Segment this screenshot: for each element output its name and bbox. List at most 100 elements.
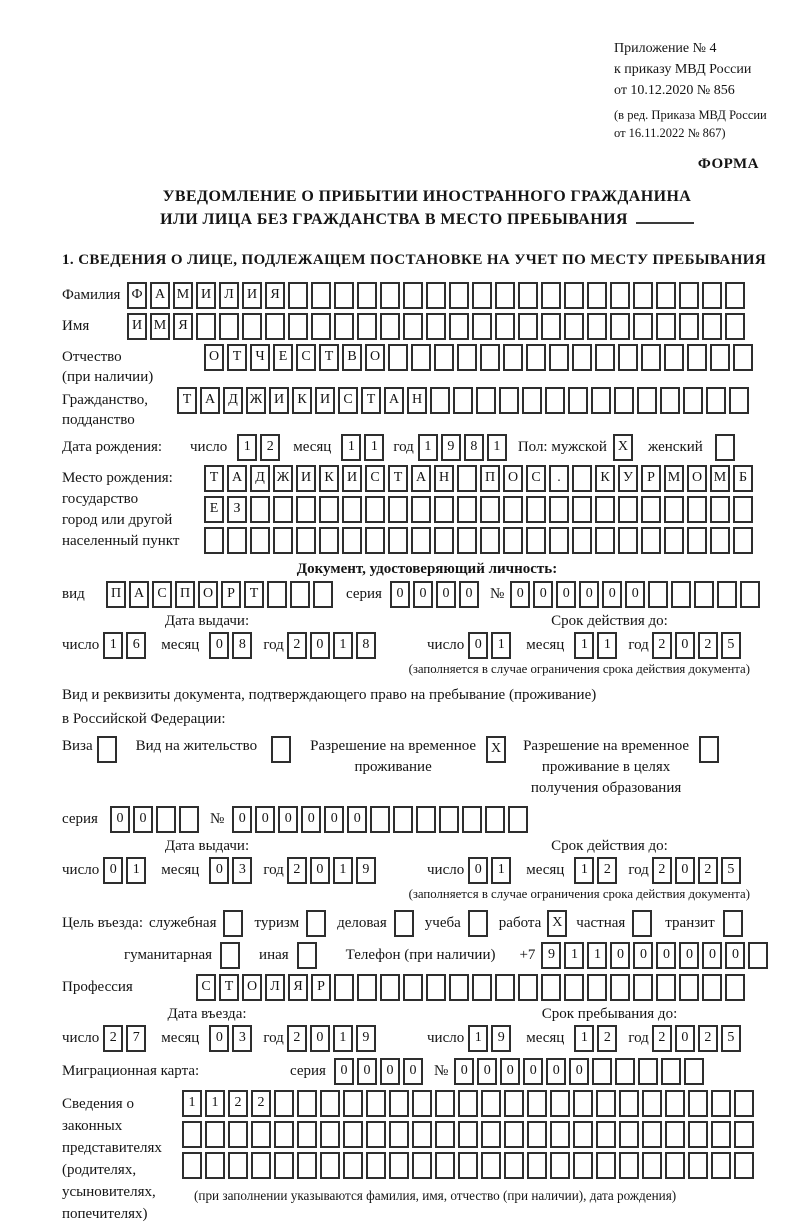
char-cell[interactable]: 0 <box>602 580 623 608</box>
char-cell[interactable] <box>734 1089 754 1117</box>
char-cell[interactable]: 1 <box>486 433 507 461</box>
char-cell[interactable]: 2 <box>651 1024 672 1052</box>
char-cell[interactable] <box>306 909 327 937</box>
char-cell[interactable]: 0 <box>402 1057 423 1085</box>
char-cell[interactable]: Р <box>221 580 241 608</box>
char-cell[interactable]: 0 <box>209 856 230 884</box>
char-cell[interactable]: 0 <box>209 631 230 659</box>
char-cell[interactable] <box>228 1120 248 1148</box>
char-cell[interactable]: 2 <box>697 631 718 659</box>
char-cell[interactable] <box>290 580 310 608</box>
char-cell[interactable] <box>702 281 722 309</box>
char-cell[interactable] <box>572 464 592 492</box>
char-cell[interactable]: А <box>411 464 431 492</box>
char-cell[interactable] <box>687 343 707 371</box>
char-cell[interactable]: П <box>106 580 126 608</box>
char-cell[interactable] <box>550 1151 570 1179</box>
char-cell[interactable] <box>714 433 735 461</box>
char-cell[interactable] <box>748 941 769 969</box>
char-cell[interactable]: 8 <box>355 631 376 659</box>
char-cell[interactable]: 2 <box>286 1024 307 1052</box>
char-cell[interactable] <box>472 312 492 340</box>
char-cell[interactable] <box>388 495 408 523</box>
char-cell[interactable] <box>434 495 454 523</box>
char-cell[interactable] <box>550 1089 570 1117</box>
char-cell[interactable] <box>457 495 477 523</box>
char-cell[interactable]: 0 <box>458 580 479 608</box>
char-cell[interactable] <box>710 343 730 371</box>
char-cell[interactable] <box>527 1089 547 1117</box>
char-cell[interactable] <box>480 526 500 554</box>
char-cell[interactable]: 2 <box>697 1024 718 1052</box>
char-cell[interactable] <box>426 973 446 1001</box>
char-cell[interactable]: 0 <box>103 856 124 884</box>
char-cell[interactable] <box>619 1151 639 1179</box>
char-cell[interactable]: 2 <box>228 1089 248 1117</box>
char-cell[interactable] <box>296 526 316 554</box>
char-cell[interactable]: Ч <box>250 343 270 371</box>
char-cell[interactable] <box>664 343 684 371</box>
char-cell[interactable]: С <box>152 580 172 608</box>
char-cell[interactable]: 7 <box>126 1024 147 1052</box>
char-cell[interactable] <box>96 735 117 763</box>
char-cell[interactable]: М <box>150 312 170 340</box>
char-cell[interactable] <box>296 495 316 523</box>
char-cell[interactable]: Ж <box>273 464 293 492</box>
char-cell[interactable]: Т <box>204 464 224 492</box>
char-cell[interactable]: О <box>198 580 218 608</box>
char-cell[interactable] <box>495 312 515 340</box>
char-cell[interactable] <box>572 526 592 554</box>
char-cell[interactable] <box>155 805 176 833</box>
char-cell[interactable]: 0 <box>132 805 153 833</box>
char-cell[interactable]: Е <box>204 495 224 523</box>
char-cell[interactable] <box>618 495 638 523</box>
char-cell[interactable] <box>595 526 615 554</box>
char-cell[interactable] <box>504 1089 524 1117</box>
char-cell[interactable] <box>481 1120 501 1148</box>
char-cell[interactable] <box>403 281 423 309</box>
char-cell[interactable] <box>587 312 607 340</box>
char-cell[interactable] <box>476 386 496 414</box>
char-cell[interactable] <box>665 1089 685 1117</box>
char-cell[interactable]: 0 <box>633 941 654 969</box>
char-cell[interactable]: 2 <box>597 1024 618 1052</box>
char-cell[interactable] <box>311 312 331 340</box>
char-cell[interactable] <box>426 312 446 340</box>
char-cell[interactable] <box>481 1151 501 1179</box>
char-cell[interactable]: К <box>595 464 615 492</box>
char-cell[interactable] <box>319 526 339 554</box>
char-cell[interactable]: А <box>129 580 149 608</box>
char-cell[interactable] <box>729 386 749 414</box>
char-cell[interactable]: М <box>664 464 684 492</box>
char-cell[interactable] <box>711 1120 731 1148</box>
char-cell[interactable]: 0 <box>625 580 646 608</box>
char-cell[interactable]: Т <box>388 464 408 492</box>
char-cell[interactable] <box>699 735 720 763</box>
char-cell[interactable]: М <box>173 281 193 309</box>
char-cell[interactable]: И <box>342 464 362 492</box>
char-cell[interactable] <box>495 281 515 309</box>
char-cell[interactable] <box>274 1151 294 1179</box>
char-cell[interactable]: 5 <box>720 1024 741 1052</box>
char-cell[interactable]: С <box>338 386 358 414</box>
char-cell[interactable] <box>725 312 745 340</box>
char-cell[interactable] <box>370 805 391 833</box>
char-cell[interactable]: 1 <box>332 856 353 884</box>
char-cell[interactable] <box>365 495 385 523</box>
char-cell[interactable] <box>618 343 638 371</box>
char-cell[interactable]: 0 <box>301 805 322 833</box>
char-cell[interactable] <box>618 526 638 554</box>
char-cell[interactable]: 1 <box>574 631 595 659</box>
char-cell[interactable] <box>656 281 676 309</box>
char-cell[interactable] <box>664 526 684 554</box>
char-cell[interactable]: 9 <box>541 941 562 969</box>
char-cell[interactable] <box>472 973 492 1001</box>
char-cell[interactable] <box>365 526 385 554</box>
char-cell[interactable]: 0 <box>725 941 746 969</box>
char-cell[interactable]: 1 <box>341 433 362 461</box>
char-cell[interactable]: Р <box>311 973 331 1001</box>
char-cell[interactable] <box>250 526 270 554</box>
char-cell[interactable]: 0 <box>477 1057 498 1085</box>
char-cell[interactable]: С <box>196 973 216 1001</box>
char-cell[interactable] <box>380 312 400 340</box>
